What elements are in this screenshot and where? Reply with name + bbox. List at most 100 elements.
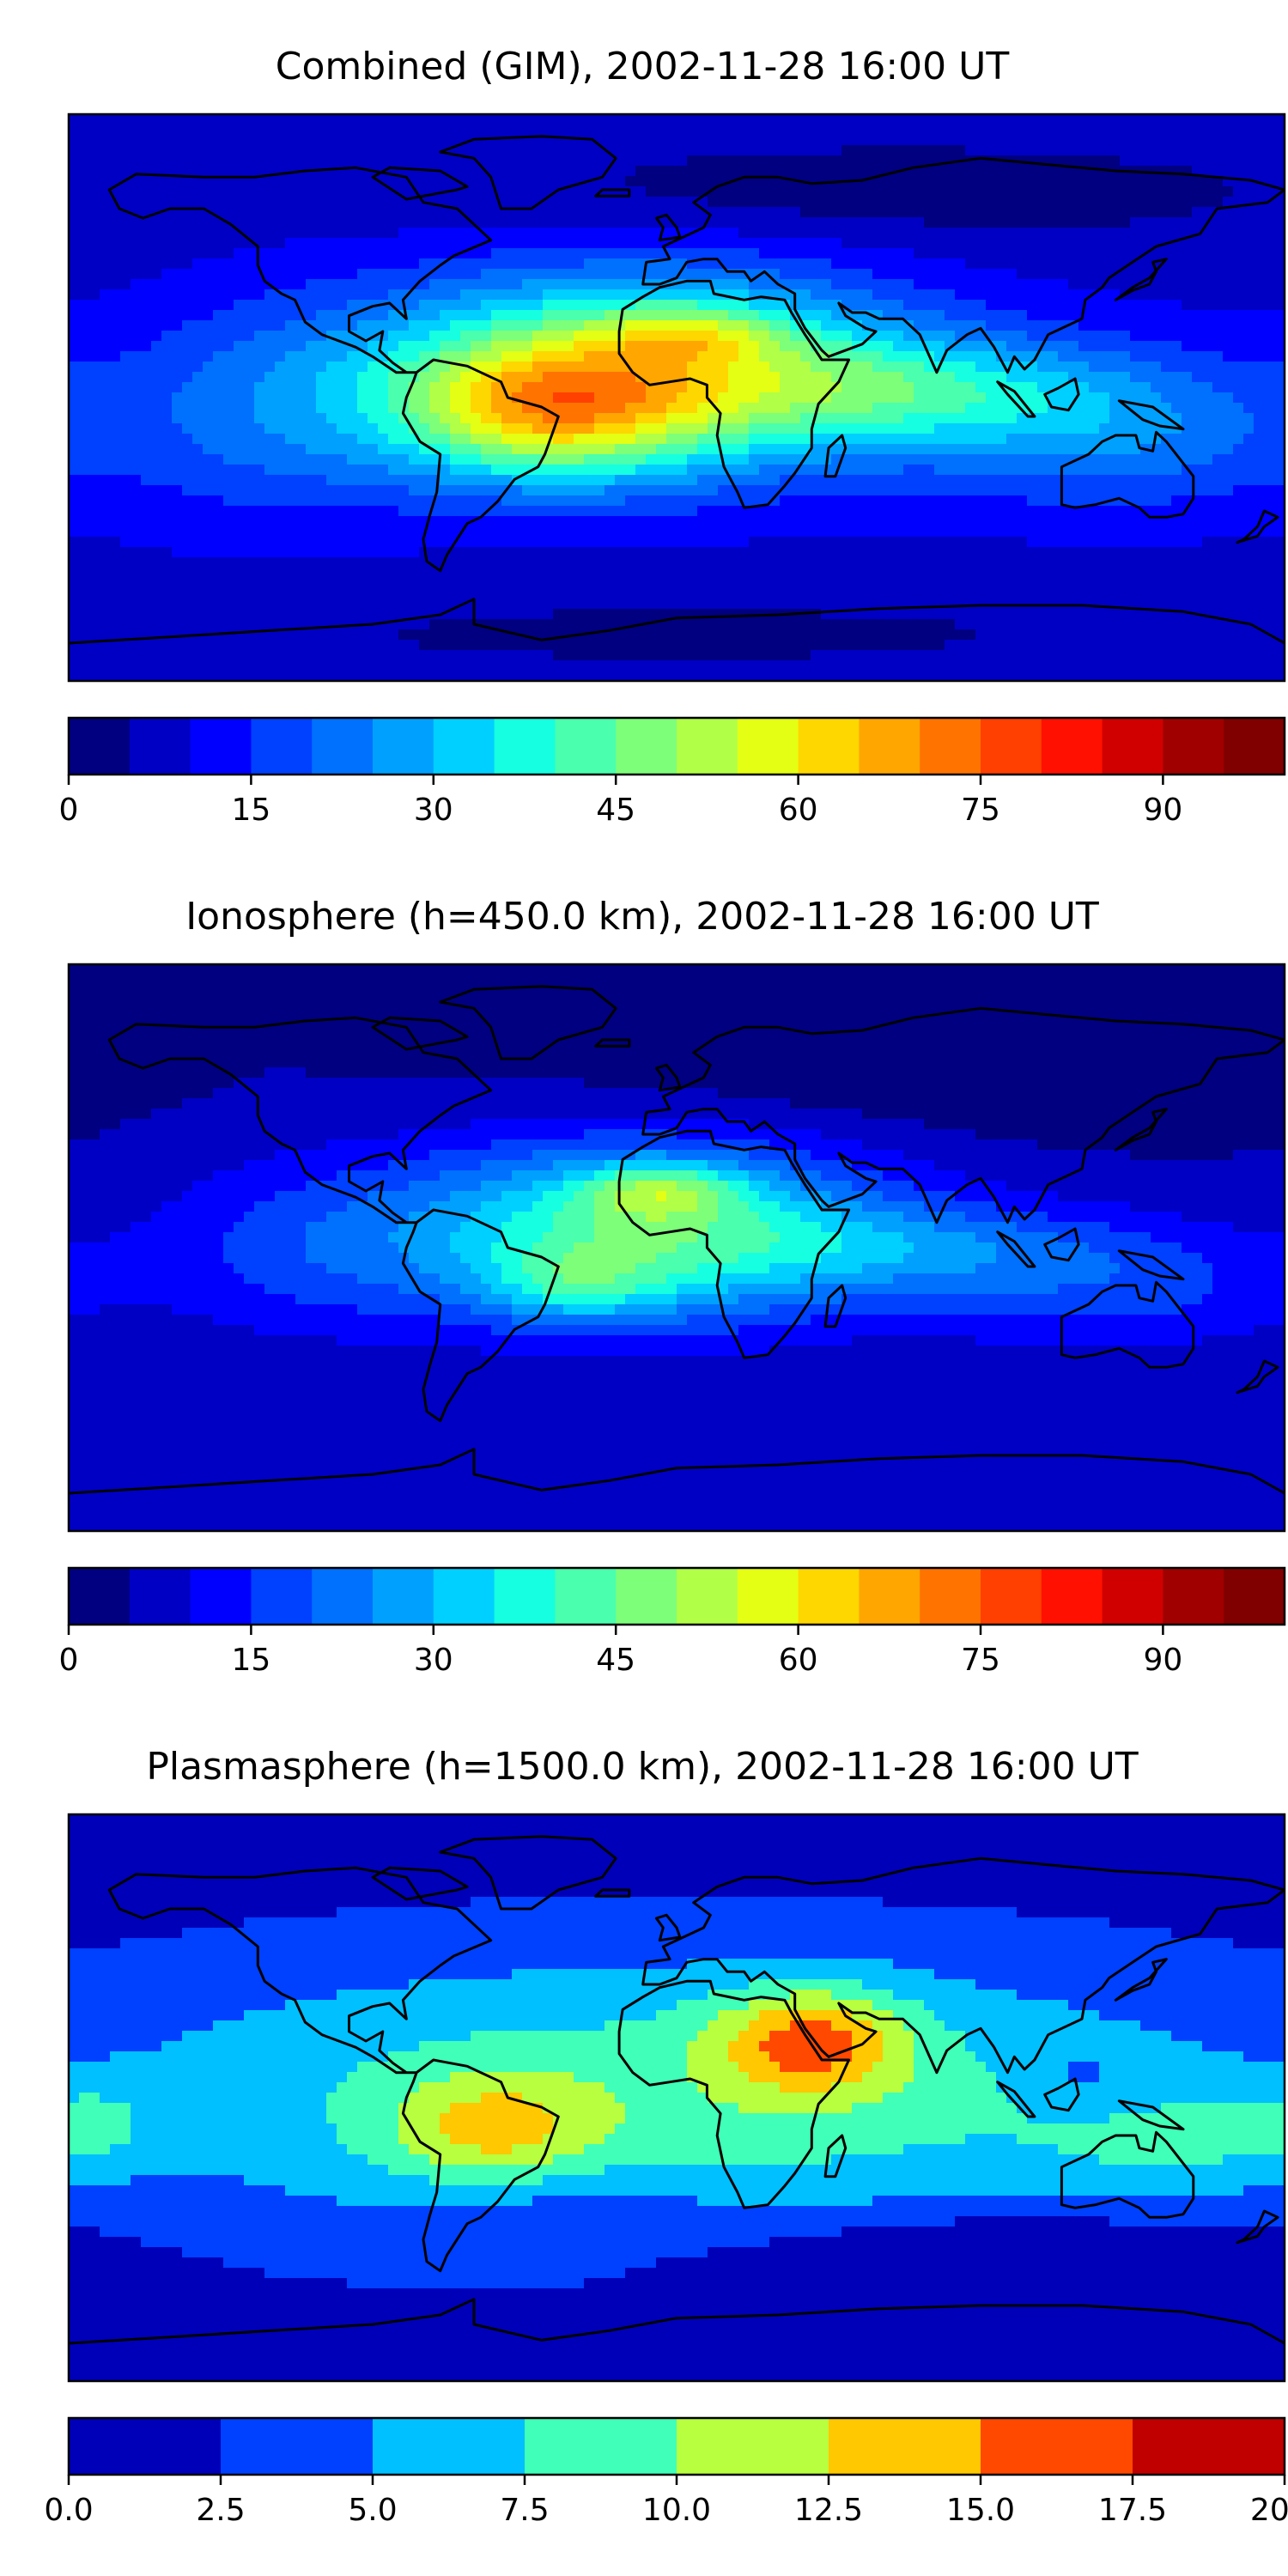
field-cell: [285, 331, 296, 342]
field-cell: [275, 526, 286, 538]
field-cell: [1140, 320, 1151, 331]
field-cell: [718, 382, 729, 393]
field-cell: [1130, 423, 1141, 434]
field-cell: [1037, 495, 1048, 507]
field-cell: [89, 341, 100, 352]
field-cell: [914, 423, 925, 434]
field-cell: [1192, 238, 1203, 249]
field-cell: [749, 485, 760, 496]
field-cell: [1264, 279, 1275, 290]
field-cell: [337, 465, 348, 476]
field-cell: [172, 135, 183, 146]
field-cell: [543, 516, 554, 527]
field-cell: [244, 444, 255, 455]
field-cell: [1171, 372, 1182, 383]
field-cell: [1099, 207, 1110, 218]
field-cell: [996, 176, 1007, 187]
field-cell: [769, 506, 781, 517]
field-cell: [491, 114, 502, 125]
field-cell: [1099, 228, 1110, 239]
field-cell: [1202, 444, 1213, 455]
field-cell: [1130, 516, 1141, 527]
field-cell: [1212, 320, 1224, 331]
field-cell: [398, 155, 410, 167]
field-cell: [491, 258, 502, 270]
field-cell: [872, 434, 884, 445]
field-cell: [1274, 248, 1285, 259]
field-cell: [1120, 516, 1131, 527]
field-cell: [697, 485, 708, 496]
field-cell: [1202, 392, 1213, 404]
field-cell: [419, 331, 430, 342]
field-cell: [883, 361, 894, 373]
field-cell: [883, 454, 894, 465]
field-cell: [687, 289, 698, 301]
field-cell: [1058, 135, 1069, 146]
field-cell: [275, 300, 286, 311]
field-cell: [862, 217, 873, 228]
field-cell: [357, 155, 368, 167]
field-cell: [450, 341, 461, 352]
field-cell: [553, 320, 564, 331]
field-cell: [666, 413, 677, 424]
field-cell: [213, 258, 224, 270]
field-cell: [223, 238, 234, 249]
field-cell: [862, 351, 873, 362]
field-cell: [1099, 444, 1110, 455]
field-cell: [100, 516, 111, 527]
field-cell: [666, 516, 677, 527]
field-cell: [1017, 413, 1028, 424]
field-cell: [996, 207, 1007, 218]
field-cell: [471, 372, 482, 383]
field-cell: [1223, 228, 1234, 239]
field-cell: [357, 125, 368, 136]
field-cell: [1130, 341, 1141, 352]
field-cell: [893, 207, 904, 218]
field-cell: [326, 238, 337, 249]
field-cell: [398, 114, 410, 125]
field-cell: [378, 372, 389, 383]
field-cell: [821, 434, 832, 445]
field-cell: [594, 125, 605, 136]
field-cell: [769, 279, 781, 290]
field-cell: [1078, 248, 1090, 259]
field-cell: [388, 176, 399, 187]
field-cell: [1027, 145, 1038, 156]
field-cell: [728, 114, 739, 125]
field-cell: [203, 434, 214, 445]
field-cell: [1151, 114, 1162, 125]
field-cell: [841, 269, 853, 280]
field-cell: [1223, 269, 1234, 280]
field-cell: [203, 382, 214, 393]
field-cell: [955, 537, 966, 548]
field-cell: [120, 166, 131, 177]
field-cell: [481, 434, 492, 445]
field-cell: [1151, 197, 1162, 208]
field-cell: [141, 300, 152, 311]
field-cell: [141, 135, 152, 146]
field-cell: [161, 166, 173, 177]
field-cell: [1212, 526, 1224, 538]
field-cell: [769, 361, 781, 373]
field-cell: [419, 413, 430, 424]
field-cell: [1274, 351, 1285, 362]
field-cell: [460, 320, 471, 331]
field-cell: [1254, 320, 1265, 331]
field-cell: [182, 331, 193, 342]
field-cell: [872, 392, 884, 404]
field-cell: [264, 465, 276, 476]
field-cell: [1130, 526, 1141, 538]
field-cell: [862, 238, 873, 249]
field-cell: [738, 423, 750, 434]
field-cell: [903, 197, 914, 208]
field-cell: [79, 125, 90, 136]
field-cell: [584, 310, 595, 321]
field-cell: [522, 186, 533, 197]
field-cell: [481, 516, 492, 527]
field-cell: [821, 238, 832, 249]
field-cell: [872, 289, 884, 301]
field-cell: [605, 197, 616, 208]
field-cell: [1089, 155, 1100, 167]
field-cell: [852, 413, 863, 424]
field-cell: [306, 176, 317, 187]
